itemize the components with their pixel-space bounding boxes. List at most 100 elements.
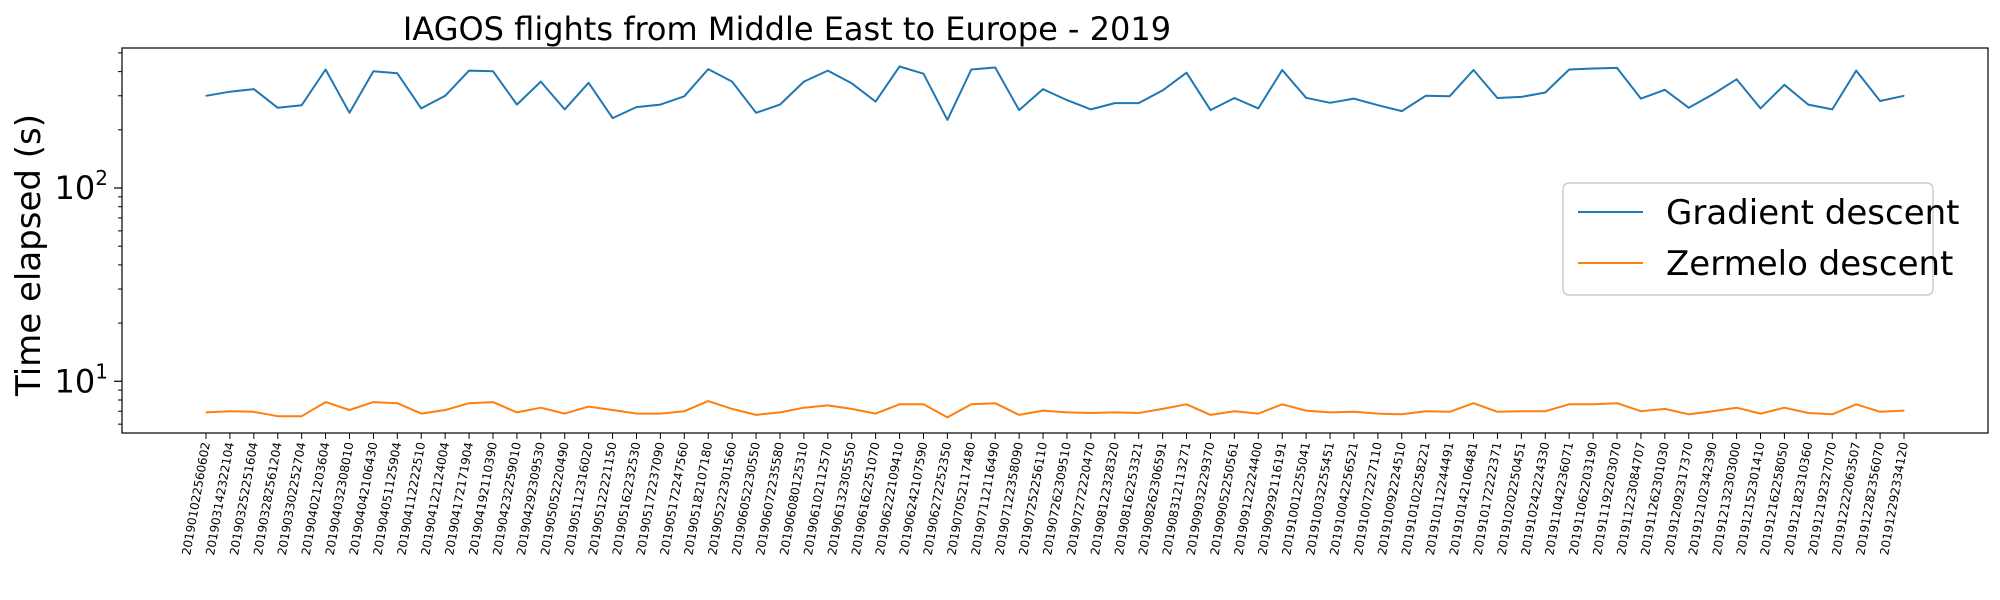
data-point xyxy=(1233,97,1235,99)
data-point xyxy=(1879,100,1881,102)
data-point xyxy=(516,104,518,106)
data-point xyxy=(325,401,327,403)
data-point xyxy=(898,403,901,405)
data-point xyxy=(1688,413,1690,415)
data-point xyxy=(1736,407,1738,409)
data-point xyxy=(564,413,566,415)
data-point xyxy=(1162,89,1164,91)
data-point xyxy=(348,409,351,411)
data-point xyxy=(1496,411,1498,413)
chart-title: IAGOS flights from Middle East to Europe… xyxy=(403,10,1171,48)
y-tick-base: 10 xyxy=(55,169,96,207)
data-point xyxy=(779,104,781,106)
data-point xyxy=(1736,78,1738,80)
y-axis-label: Time elapsed (s) xyxy=(9,114,49,397)
data-point xyxy=(1472,69,1475,71)
data-point xyxy=(1138,412,1140,414)
data-point xyxy=(1329,102,1331,104)
data-point xyxy=(1114,102,1116,104)
data-point xyxy=(1664,408,1666,410)
data-point xyxy=(1449,411,1451,413)
plot-area: 1011022019010225606022019031423221042019… xyxy=(55,47,1989,556)
data-point xyxy=(1640,410,1642,412)
data-point xyxy=(803,81,805,83)
data-point xyxy=(325,68,327,71)
data-point xyxy=(205,411,207,413)
data-point xyxy=(1855,403,1857,405)
data-point xyxy=(372,70,374,72)
data-point xyxy=(468,70,470,72)
data-point xyxy=(348,112,351,114)
data-point xyxy=(994,402,996,404)
data-point xyxy=(1018,414,1020,416)
data-point xyxy=(1616,402,1618,404)
data-point xyxy=(946,416,949,418)
data-point xyxy=(1568,68,1570,71)
data-point xyxy=(1162,408,1164,410)
data-point xyxy=(420,413,422,415)
data-point xyxy=(468,402,470,404)
data-point xyxy=(253,411,255,413)
data-point xyxy=(827,404,829,406)
data-point xyxy=(707,68,709,70)
data-point xyxy=(492,401,494,403)
data-point xyxy=(1783,407,1785,409)
data-point xyxy=(1759,413,1762,415)
data-point xyxy=(1425,95,1427,97)
data-point xyxy=(922,73,925,75)
data-point xyxy=(277,107,279,109)
y-tick-exponent: 2 xyxy=(95,166,108,190)
data-point xyxy=(1377,413,1379,415)
y-tick-label: 101 xyxy=(55,359,108,400)
data-point xyxy=(994,66,996,69)
data-point xyxy=(1831,413,1833,415)
data-point xyxy=(731,408,733,410)
data-point xyxy=(612,117,614,119)
data-point xyxy=(755,414,757,416)
series-line-zermelo-descent xyxy=(205,400,1905,419)
data-point xyxy=(1592,67,1594,70)
data-point xyxy=(1401,110,1403,112)
legend-label-gradient-descent: Gradient descent xyxy=(1666,193,1960,233)
data-point xyxy=(659,104,662,106)
data-point xyxy=(1209,109,1212,111)
data-point xyxy=(827,70,829,72)
data-point xyxy=(1903,95,1905,97)
data-point xyxy=(540,81,542,83)
data-point xyxy=(683,410,685,412)
data-point xyxy=(1568,403,1570,405)
data-point xyxy=(588,82,590,84)
data-point xyxy=(564,108,566,110)
data-point xyxy=(1855,70,1857,72)
data-point xyxy=(1329,411,1331,413)
data-point xyxy=(277,415,279,417)
data-point xyxy=(1472,402,1475,404)
data-point xyxy=(1138,102,1140,104)
data-point xyxy=(635,413,638,415)
data-point xyxy=(1712,93,1714,95)
data-point xyxy=(1042,88,1044,90)
data-point xyxy=(659,413,662,415)
data-point xyxy=(301,104,303,106)
data-point xyxy=(683,95,685,97)
data-point xyxy=(1090,412,1092,414)
data-point xyxy=(635,106,638,108)
data-point xyxy=(946,119,949,121)
data-point xyxy=(1281,69,1283,71)
data-point xyxy=(1401,413,1403,415)
data-point xyxy=(1257,413,1259,415)
y-tick-label: 102 xyxy=(55,166,108,207)
data-point xyxy=(612,409,614,411)
data-point xyxy=(1903,410,1905,412)
data-point xyxy=(540,407,542,409)
data-point xyxy=(1520,410,1522,412)
data-point xyxy=(1090,108,1092,110)
data-point xyxy=(1496,97,1498,99)
data-point xyxy=(444,95,446,97)
legend: Gradient descent Zermelo descent xyxy=(1562,182,1960,296)
data-point xyxy=(1257,107,1259,109)
data-point xyxy=(1305,97,1307,99)
data-point xyxy=(1449,95,1451,97)
data-point xyxy=(779,411,781,413)
data-point xyxy=(1807,104,1809,106)
